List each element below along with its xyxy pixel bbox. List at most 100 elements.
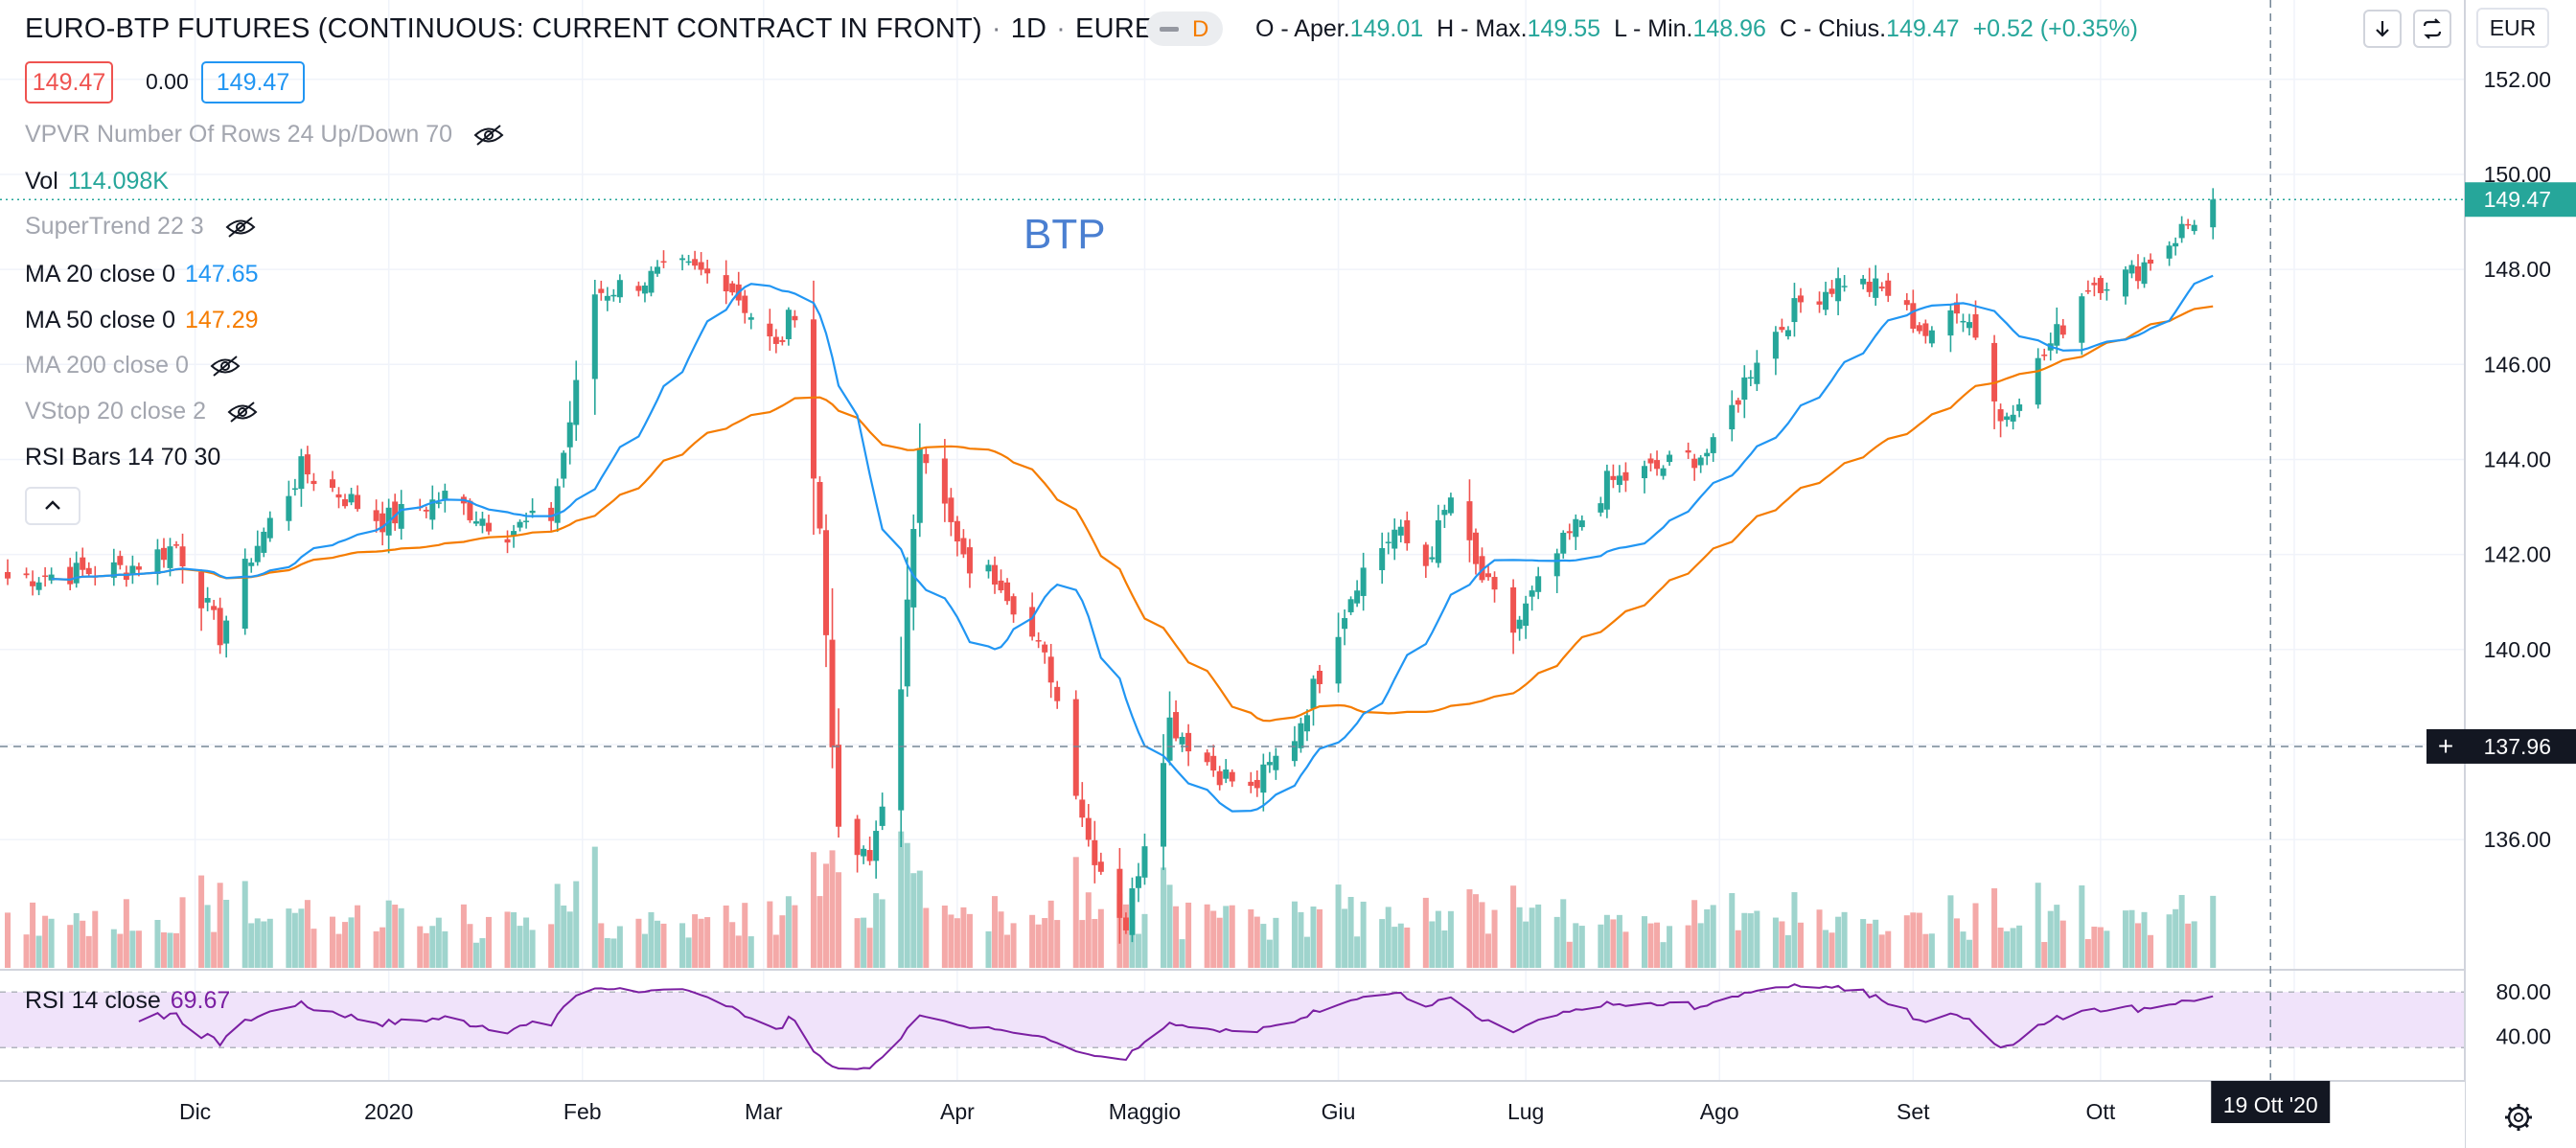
refresh-button[interactable]	[2413, 10, 2451, 48]
volume-bar	[129, 930, 136, 968]
candle-body	[1928, 330, 1935, 344]
volume-bar	[1035, 924, 1042, 968]
candle-body	[1741, 377, 1748, 401]
volume-bar	[2210, 895, 2217, 968]
candle-body	[304, 454, 310, 475]
candle-body	[635, 286, 642, 291]
time-tick-label: Feb	[564, 1099, 602, 1124]
sep-dot: ·	[991, 13, 1001, 44]
volume-bar	[861, 917, 867, 968]
download-button[interactable]	[2363, 10, 2402, 48]
collapse-legend-button[interactable]	[25, 487, 80, 525]
candle-body	[785, 310, 792, 339]
legend-ma20[interactable]: MA 20 close 0 147.65	[25, 261, 259, 288]
candle-body	[1029, 607, 1036, 637]
candle-body	[1972, 313, 1979, 338]
legend-supertrend[interactable]: SuperTrend 22 3	[25, 213, 257, 241]
volume-bar	[1229, 905, 1235, 968]
volume-bar	[342, 922, 349, 968]
volume-bar	[204, 905, 211, 968]
crosshair-date-label: 19 Ott '20	[2223, 1092, 2318, 1117]
candle-body	[1122, 917, 1129, 930]
volume-bar	[1466, 889, 1473, 968]
candle-body	[1472, 532, 1479, 564]
volume-bar	[1404, 927, 1411, 968]
interval[interactable]: 1D	[1010, 13, 1047, 44]
volume-bar	[1485, 933, 1492, 968]
volume-bar	[1204, 904, 1210, 968]
candle-body	[1354, 590, 1361, 604]
volume-bar	[941, 905, 948, 968]
candle-body	[548, 507, 555, 521]
rsi-line	[138, 983, 2214, 1070]
volume-bar	[1754, 910, 1760, 968]
volume-bar	[1772, 917, 1779, 968]
legend-rsi-bars[interactable]: RSI Bars 14 70 30	[25, 444, 220, 471]
eye-hidden-icon[interactable]	[226, 401, 259, 424]
candle-body	[129, 565, 136, 575]
volume-bar	[548, 924, 555, 968]
candle-body	[998, 580, 1004, 591]
symbol-title[interactable]: EURO-BTP FUTURES (CONTINUOUS: CURRENT CO…	[25, 13, 1172, 45]
volume-bar	[1835, 916, 1842, 968]
volume-bar	[742, 903, 748, 968]
eye-hidden-icon[interactable]	[472, 124, 505, 147]
volume-bar	[1004, 934, 1011, 968]
candle-body	[217, 608, 223, 646]
volume-bar	[1079, 920, 1086, 968]
volume-bar	[485, 916, 492, 968]
rsi-legend[interactable]: RSI 14 close 69.67	[25, 987, 230, 1015]
legend-ma50[interactable]: MA 50 close 0 147.29	[25, 307, 259, 334]
candle-body	[2141, 262, 2148, 285]
volume-bar	[1216, 917, 1223, 968]
time-tick-label: Maggio	[1109, 1099, 1181, 1124]
volume-bar	[442, 930, 448, 968]
volume-bar	[1622, 931, 1629, 968]
legend-vpvr[interactable]: VPVR Number Of Rows 24 Up/Down 70	[25, 121, 505, 149]
candle-body	[873, 831, 880, 861]
volume-bar	[1085, 892, 1092, 968]
price-axis[interactable]: 136.00138.00140.00142.00144.00146.00148.…	[2426, 0, 2576, 1148]
volume-bar	[2148, 934, 2154, 968]
candle-body	[1654, 460, 1661, 470]
candle-body	[2097, 278, 2104, 293]
volume-bar	[772, 934, 779, 968]
market-status-pill[interactable]: D	[1146, 11, 1223, 46]
candle-body	[954, 520, 960, 542]
rsi-tick-label: 80.00	[2496, 979, 2551, 1004]
candle-body	[1910, 303, 1917, 330]
volume-bar	[517, 926, 523, 968]
currency-button[interactable]: EUR	[2476, 8, 2549, 48]
volume-bar	[2010, 928, 2016, 968]
volume-bar	[1654, 922, 1661, 968]
btp-annotation[interactable]: BTP	[1024, 211, 1106, 258]
candle-body	[1960, 320, 1966, 323]
volume-bar	[829, 850, 836, 968]
open-label: O - Aper.	[1255, 15, 1350, 42]
volume-bar	[966, 913, 973, 968]
candle-body	[723, 275, 729, 292]
volume-bar	[1029, 914, 1036, 968]
settings-gear-icon[interactable]	[2505, 1104, 2532, 1131]
candle-body	[435, 502, 442, 504]
volume-bar	[635, 918, 642, 968]
candle-body	[1878, 287, 1885, 289]
bid-price-box[interactable]: 149.47	[25, 61, 113, 103]
legend-vstop[interactable]: VStop 20 close 2	[25, 398, 259, 425]
volume-bar	[1479, 902, 1485, 968]
candle-body	[1573, 518, 1579, 538]
ask-price-box[interactable]: 149.47	[201, 61, 305, 103]
symbol-name[interactable]: EURO-BTP FUTURES (CONTINUOUS: CURRENT CO…	[25, 13, 982, 44]
legend-volume[interactable]: Vol 114.098K	[25, 168, 169, 195]
volume-bar	[1966, 939, 1972, 968]
volume-bar	[923, 907, 930, 968]
time-axis[interactable]: Dic2020FebMarAprMaggioGiuLugAgoSetOttNov…	[0, 1080, 2532, 1148]
candle-body	[429, 499, 436, 520]
candle-body	[879, 806, 886, 826]
rsi-pane	[0, 969, 2465, 1070]
eye-hidden-icon[interactable]	[209, 355, 242, 378]
candle-body	[573, 379, 580, 425]
eye-hidden-icon[interactable]	[224, 216, 257, 239]
legend-ma200[interactable]: MA 200 close 0	[25, 352, 242, 379]
